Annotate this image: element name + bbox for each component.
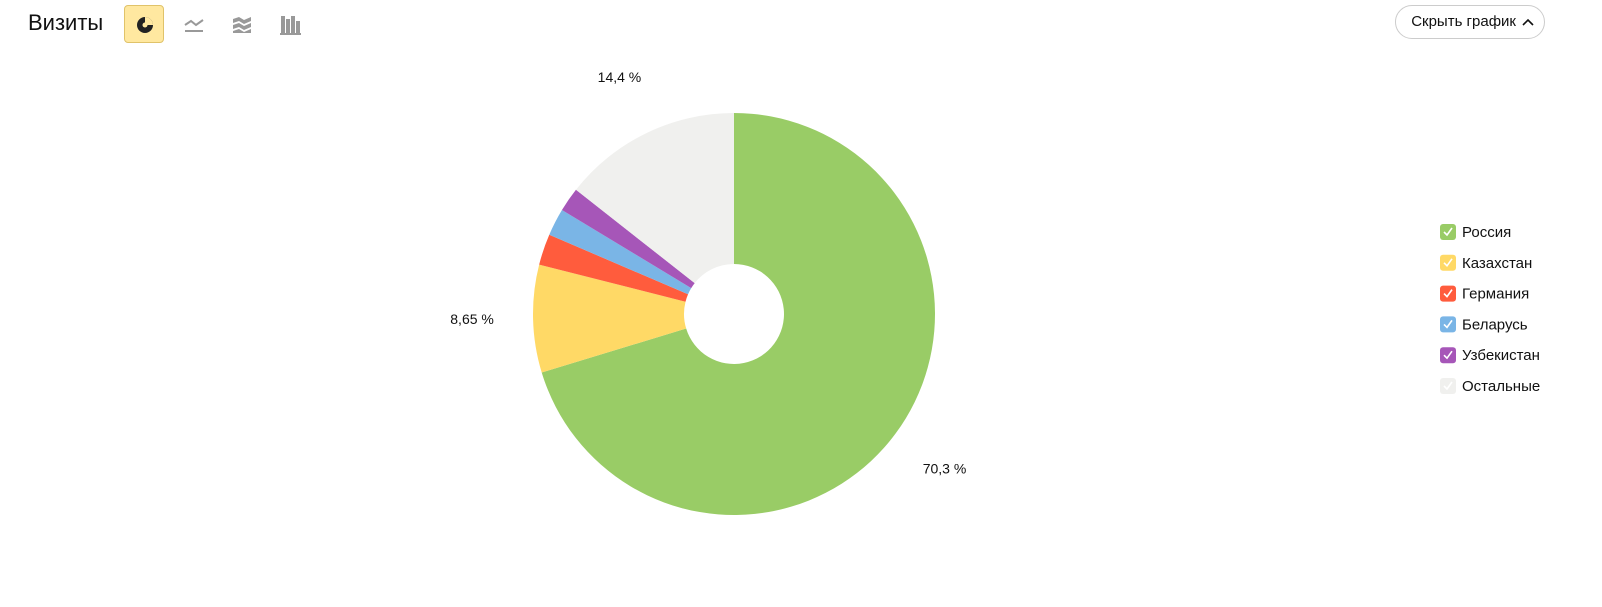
area-view-button[interactable] <box>222 5 262 43</box>
pie-slice <box>575 113 734 284</box>
pie-slice <box>539 234 689 302</box>
chevron <box>1522 18 1534 26</box>
legend-label[interactable]: Остальные <box>1462 378 1540 395</box>
legend-swatch[interactable] <box>1440 378 1456 394</box>
legend-swatch[interactable] <box>1440 285 1456 302</box>
legend-label[interactable]: Беларусь <box>1462 316 1528 333</box>
data-label: 14,4 % <box>598 69 642 85</box>
line-view-button[interactable] <box>174 5 214 43</box>
bar-view-button[interactable] <box>270 5 310 43</box>
hide-chart-button[interactable]: Скрыть график <box>1395 5 1545 39</box>
legend-label[interactable]: Узбекистан <box>1462 347 1540 364</box>
pie-slice <box>561 189 695 289</box>
pie-slice <box>541 113 935 515</box>
legend-swatch[interactable] <box>1440 347 1456 364</box>
icon <box>184 19 204 32</box>
icon <box>233 17 251 33</box>
pie-slice <box>533 264 687 373</box>
icon <box>280 16 301 35</box>
pie-view-button[interactable] <box>124 5 164 43</box>
button-label: Скрыть график <box>1411 13 1516 30</box>
legend-swatch[interactable] <box>1440 224 1456 240</box>
data-label: 70,3 % <box>923 461 967 477</box>
legend-check <box>1443 381 1453 391</box>
icon <box>137 17 153 33</box>
legend-label[interactable]: Казахстан <box>1462 255 1532 272</box>
page-title: Визиты <box>28 10 104 35</box>
legend-label[interactable]: Германия <box>1462 286 1529 303</box>
legend-check <box>1443 258 1453 268</box>
legend-check <box>1443 350 1453 360</box>
pie-slice <box>549 210 692 295</box>
legend-check <box>1443 289 1453 298</box>
legend-check <box>1443 227 1453 237</box>
data-label: 8,65 % <box>450 311 494 327</box>
legend-label[interactable]: Россия <box>1462 224 1511 241</box>
legend-swatch[interactable] <box>1440 316 1456 333</box>
legend-check <box>1443 319 1453 329</box>
legend-swatch[interactable] <box>1440 254 1456 271</box>
